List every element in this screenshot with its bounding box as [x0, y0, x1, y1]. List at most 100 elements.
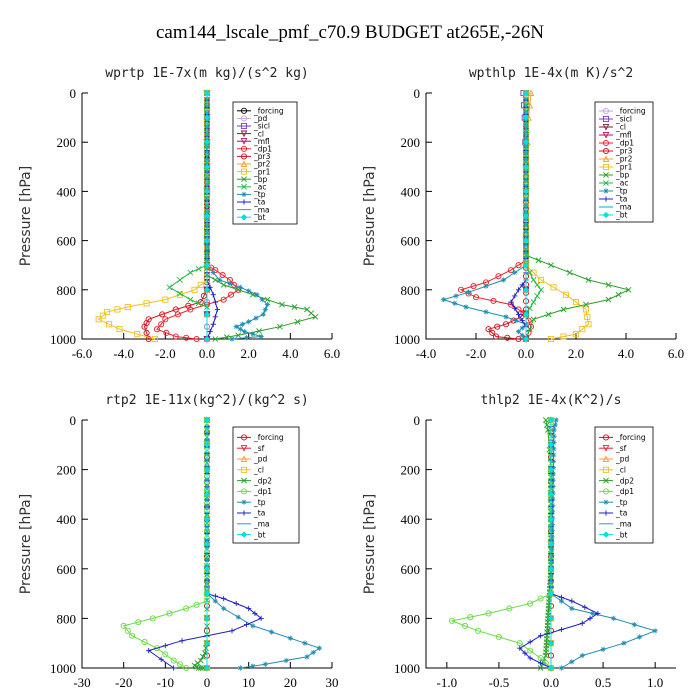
data-point [551, 446, 557, 452]
data-point [475, 627, 482, 634]
data-point [212, 598, 218, 604]
data-point [625, 286, 632, 293]
data-point [172, 306, 179, 313]
legend-label: _dp1 [253, 487, 272, 496]
legend-label: _mfl [253, 137, 270, 146]
y-tick-label: 0 [414, 86, 421, 101]
data-point [203, 466, 211, 473]
data-point [203, 237, 211, 244]
data-point [465, 289, 472, 295]
data-point [579, 326, 586, 333]
data-point [199, 665, 206, 671]
series-line [156, 93, 240, 340]
data-point [264, 296, 271, 303]
data-point [176, 277, 183, 283]
data-point [241, 329, 248, 335]
series-line [450, 420, 552, 669]
data-point [203, 163, 211, 170]
data-point [615, 291, 622, 298]
data-point [203, 286, 211, 293]
data-point [548, 262, 554, 269]
data-point [219, 271, 226, 279]
legend-label: _pr2 [253, 160, 271, 169]
data-point [176, 661, 183, 668]
legend-marker [240, 145, 248, 152]
data-point [519, 317, 525, 324]
data-point [220, 281, 227, 288]
legend-label: _cl [253, 129, 264, 138]
data-point [106, 321, 113, 328]
y-tick-label: 200 [401, 135, 421, 150]
data-point [513, 317, 519, 324]
legend-label: _cl [615, 123, 626, 132]
data-point [527, 647, 534, 654]
legend-label: _pd [615, 455, 630, 464]
data-point [200, 292, 207, 300]
series-pr1 [95, 89, 211, 343]
x-tick-label: -2.0 [155, 346, 176, 361]
data-point [183, 664, 190, 672]
y-tick-label: 200 [57, 135, 77, 150]
data-point [530, 277, 537, 283]
data-point [530, 269, 537, 276]
data-point [489, 329, 496, 336]
data-point [547, 615, 555, 622]
data-point [512, 305, 518, 311]
data-point [542, 417, 549, 423]
data-point [233, 600, 239, 607]
legend-marker [603, 180, 609, 186]
data-point [527, 639, 533, 645]
data-point [237, 284, 243, 290]
legend: _forcing_pd_sicl_cl_mfl_dp1_pr3_pr2_pr1_… [232, 101, 298, 225]
data-point [590, 610, 596, 617]
data-point [203, 640, 211, 647]
data-point [250, 663, 256, 669]
legend-marker [240, 488, 248, 495]
y-tick-label: 200 [57, 463, 77, 478]
data-point [212, 277, 219, 283]
data-point [258, 615, 264, 621]
data-point [526, 269, 533, 276]
data-point [203, 188, 211, 195]
series-dp1 [120, 416, 211, 672]
data-point [227, 281, 233, 287]
data-point [291, 304, 298, 310]
legend-label: _ta [615, 195, 627, 204]
legend-label: _ma [253, 520, 270, 529]
data-point [547, 335, 555, 343]
data-point [585, 321, 592, 328]
x-tick-label: -4.0 [416, 346, 437, 361]
data-point [605, 281, 612, 288]
data-point [552, 422, 558, 428]
data-point [519, 325, 525, 331]
data-point [522, 311, 530, 318]
legend-label: _forcing [615, 107, 646, 116]
legend-label: _forcing [615, 433, 646, 442]
data-point [153, 645, 161, 652]
y-axis-label: Pressure [hPa] [362, 494, 378, 594]
legend-label: _cl [615, 466, 626, 475]
data-point [151, 335, 158, 343]
data-point [235, 332, 242, 339]
chart-panel-1: wprtp 1E-7x(m kg)/(s^2 kg) Pressure [hPa]… [18, 66, 340, 361]
legend-marker [241, 176, 247, 183]
data-point [572, 299, 580, 306]
data-point [550, 458, 557, 464]
data-point [600, 646, 606, 652]
x-tick-label: -30 [73, 675, 90, 690]
legend-marker [241, 199, 247, 205]
data-point [485, 610, 492, 617]
data-point [135, 619, 142, 626]
legend-marker [603, 477, 609, 484]
data-point [264, 301, 271, 308]
data-point [535, 257, 542, 264]
legend-label: _pr2 [615, 155, 633, 164]
data-point [522, 212, 530, 220]
legend-label: _bt [615, 530, 628, 539]
data-point [448, 617, 456, 624]
data-point [203, 590, 211, 597]
x-tick-label: 0.0 [518, 346, 534, 361]
data-point [128, 632, 136, 639]
data-point [595, 610, 601, 617]
